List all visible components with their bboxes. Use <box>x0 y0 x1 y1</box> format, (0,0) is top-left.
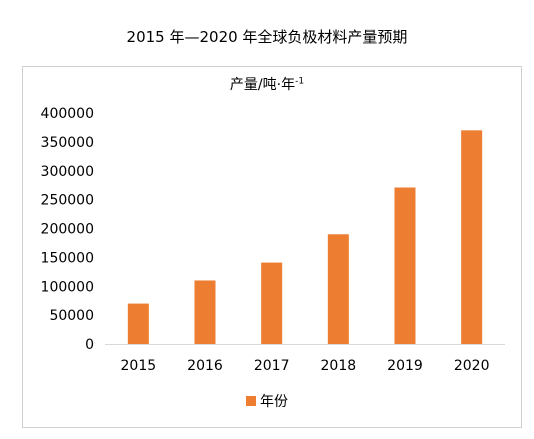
y-tick-label: 150000 <box>41 250 94 266</box>
x-tick-label: 2015 <box>121 358 157 374</box>
chart-title-superscript: -1 <box>295 76 305 87</box>
legend-swatch <box>246 396 256 406</box>
bar-2018 <box>327 234 349 344</box>
x-tick-label: 2020 <box>454 358 490 374</box>
chart-frame <box>22 66 522 428</box>
legend-label: 年份 <box>260 394 288 410</box>
y-tick-label: 50000 <box>49 308 94 324</box>
page-title: 2015 年—2020 年全球负极材料产量预期 <box>126 28 408 46</box>
chart-title-text: 产量/吨·年 <box>229 77 296 93</box>
y-tick-label: 0 <box>85 337 94 353</box>
bar-2019 <box>394 187 416 344</box>
bar-2016 <box>194 280 216 344</box>
x-tick-label: 2019 <box>387 358 423 374</box>
bar-2015 <box>127 303 149 344</box>
y-tick-label: 100000 <box>41 279 94 295</box>
bar-2020 <box>461 130 483 344</box>
y-tick-label: 300000 <box>41 164 94 180</box>
bar-2017 <box>261 262 283 344</box>
y-tick-label: 350000 <box>41 135 94 151</box>
y-tick-label: 400000 <box>41 106 94 122</box>
y-tick-label: 200000 <box>41 222 94 238</box>
x-tick-label: 2018 <box>321 358 357 374</box>
chart-title: 产量/吨·年-1 <box>0 74 534 94</box>
x-tick-label: 2016 <box>187 358 223 374</box>
y-tick-label: 250000 <box>41 193 94 209</box>
x-tick-label: 2017 <box>254 358 290 374</box>
legend: 年份 <box>0 391 534 411</box>
